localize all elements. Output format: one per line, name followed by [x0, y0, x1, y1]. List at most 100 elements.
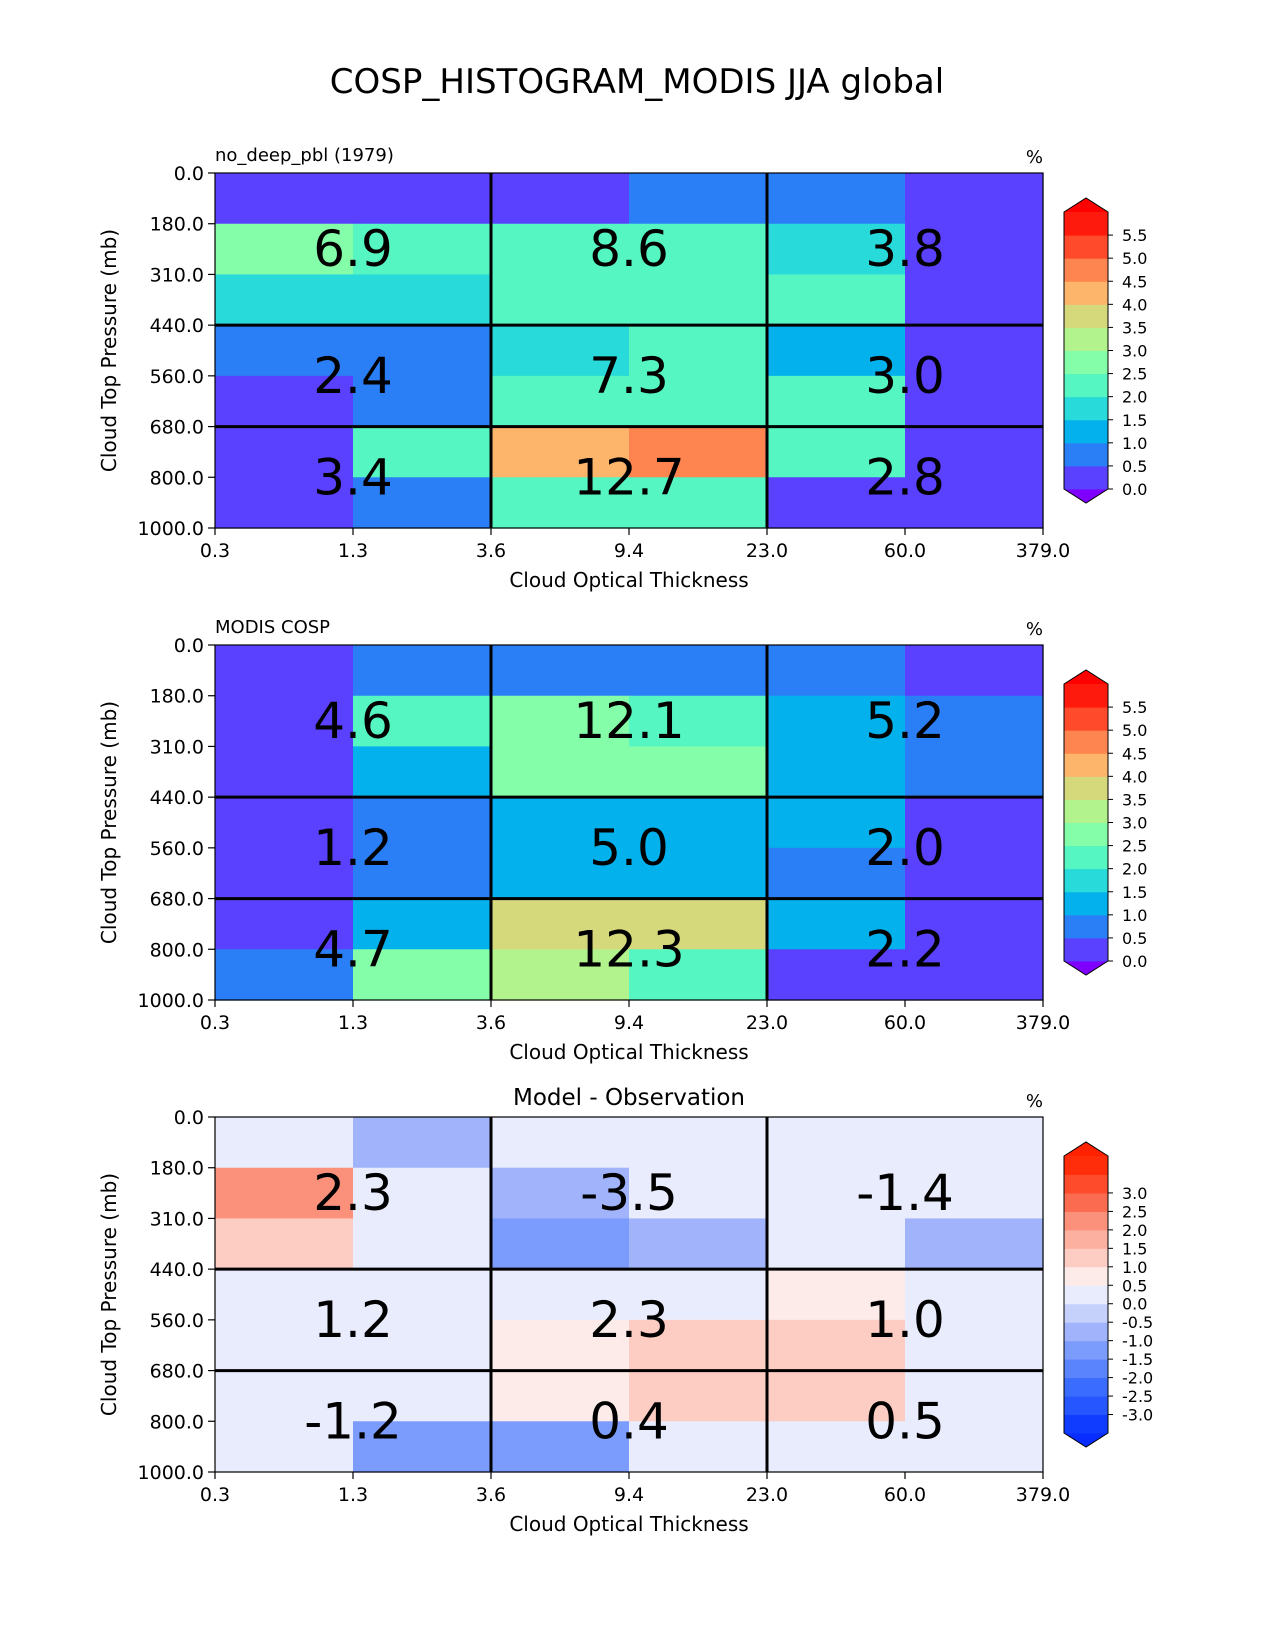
- colorbar-segment: [1064, 1192, 1108, 1212]
- y-tick-label: 310.0: [150, 1208, 204, 1230]
- colorbar-segment: [1064, 212, 1108, 236]
- heatmap-cell: [215, 223, 354, 276]
- colorbar-tick-label: 1.0: [1122, 906, 1147, 925]
- heatmap-cell: [491, 1370, 630, 1422]
- heatmap-cell: [353, 1370, 492, 1422]
- heatmap-cell: [767, 1319, 906, 1372]
- heatmap-cell: [353, 223, 492, 276]
- colorbar-segment: [1064, 373, 1108, 398]
- colorbar-tick-label: 4.5: [1122, 744, 1147, 763]
- heatmap-cell: [353, 797, 492, 849]
- heatmap-cell: [215, 173, 354, 225]
- colorbar-segment: [1064, 419, 1108, 444]
- x-axis-label: Cloud Optical Thickness: [509, 1040, 748, 1064]
- heatmap-cell: [491, 426, 630, 478]
- y-tick-label: 180.0: [150, 1158, 204, 1180]
- colorbar-tick-label: 2.0: [1122, 860, 1147, 879]
- heatmap-cell: [905, 274, 1044, 326]
- y-tick-label: 680.0: [150, 889, 204, 911]
- colorbar-tick-label: 4.0: [1122, 295, 1147, 314]
- heatmap-cell: [767, 1370, 906, 1422]
- heatmap-cell: [629, 645, 768, 697]
- colorbar-tick-label: 1.5: [1122, 411, 1147, 430]
- heatmap-cell: [905, 898, 1044, 950]
- heatmap-cell: [353, 1167, 492, 1220]
- block-sum-label: 4.6: [313, 692, 393, 750]
- heatmap-cell: [629, 1269, 768, 1321]
- heatmap-cell: [629, 949, 768, 1001]
- colorbar-tick-label: 0.0: [1122, 952, 1147, 971]
- heatmap-cell: [215, 1218, 354, 1270]
- heatmap-cell: [767, 1117, 906, 1169]
- heatmap-cell: [767, 847, 906, 900]
- heatmap-cell: [491, 1319, 630, 1372]
- block-sum-label: 2.2: [865, 920, 945, 978]
- units-label: %: [1026, 619, 1043, 640]
- heatmap-cell: [353, 325, 492, 377]
- y-tick-label: 0.0: [174, 635, 204, 657]
- heatmap-cell: [629, 477, 768, 529]
- heatmap-cell: [629, 1421, 768, 1473]
- x-axis-label: Cloud Optical Thickness: [509, 1512, 748, 1536]
- colorbar-tick-label: -2.0: [1122, 1369, 1153, 1388]
- heatmap-cell: [767, 695, 906, 748]
- heatmap-cell: [767, 1269, 906, 1321]
- colorbar-segment: [1064, 281, 1108, 305]
- heatmap-cell: [491, 1269, 630, 1321]
- y-tick-label: 440.0: [150, 1259, 204, 1281]
- colorbar-segment: [1064, 891, 1108, 916]
- heatmap-cell: [491, 746, 630, 798]
- panel-title: Model - Observation: [513, 1085, 745, 1111]
- heatmap-cell: [215, 1269, 354, 1321]
- block-sum-label: 5.0: [589, 819, 669, 877]
- x-tick-label: 23.0: [746, 540, 788, 562]
- heatmap-cell: [491, 477, 630, 529]
- heatmap-cell: [905, 1319, 1044, 1372]
- heatmap-cell: [629, 898, 768, 950]
- colorbar-extend-under: [1064, 961, 1108, 975]
- colorbar-segment: [1064, 1211, 1108, 1231]
- heatmap-cell: [353, 375, 492, 428]
- heatmap-cell: [215, 1167, 354, 1220]
- colorbar-segment: [1064, 327, 1108, 351]
- colorbar-segment: [1064, 1156, 1108, 1175]
- block-sum-label: 7.3: [589, 347, 669, 405]
- colorbar-segment: [1064, 1174, 1108, 1194]
- colorbar-segment: [1064, 304, 1108, 328]
- colorbar-tick-label: 1.5: [1122, 1239, 1147, 1258]
- x-tick-label: 3.6: [476, 540, 506, 562]
- heatmap-cell: [215, 797, 354, 849]
- heatmap-cell: [767, 1218, 906, 1270]
- y-tick-label: 1000.0: [138, 990, 204, 1012]
- colorbar-tick-label: 3.0: [1122, 342, 1147, 361]
- x-tick-label: 9.4: [614, 540, 644, 562]
- colorbar-tick-label: -3.0: [1122, 1406, 1153, 1425]
- block-sum-label: 3.0: [865, 347, 945, 405]
- heatmap-cell: [767, 898, 906, 950]
- heatmap-cell: [629, 426, 768, 478]
- block-sum-label: 1.2: [313, 1291, 393, 1349]
- colorbar-tick-label: 0.0: [1122, 480, 1147, 499]
- x-tick-label: 3.6: [476, 1484, 506, 1506]
- colorbar-tick-label: 0.5: [1122, 457, 1147, 476]
- heatmap-cell: [905, 1117, 1044, 1169]
- block-sum-label: 2.3: [589, 1291, 669, 1349]
- heatmap-cell: [629, 1167, 768, 1220]
- colorbar-extend-over: [1064, 670, 1108, 684]
- heatmap-cell: [767, 477, 906, 529]
- colorbar-segment: [1064, 396, 1108, 421]
- y-axis-label: Cloud Top Pressure (mb): [97, 701, 121, 944]
- heatmap-cell: [905, 847, 1044, 900]
- heatmap-cell: [767, 797, 906, 849]
- colorbar-tick-label: 1.0: [1122, 1258, 1147, 1277]
- colorbar-segment: [1064, 937, 1108, 962]
- y-tick-label: 1000.0: [138, 518, 204, 540]
- x-tick-label: 1.3: [338, 540, 368, 562]
- heatmap-cell: [491, 1421, 630, 1473]
- colorbar-tick-label: 3.5: [1122, 790, 1147, 809]
- x-tick-label: 23.0: [746, 1012, 788, 1034]
- heatmap-cell: [767, 426, 906, 478]
- colorbar-segment: [1064, 1248, 1108, 1268]
- y-tick-label: 560.0: [150, 838, 204, 860]
- heatmap-cell: [491, 1117, 630, 1169]
